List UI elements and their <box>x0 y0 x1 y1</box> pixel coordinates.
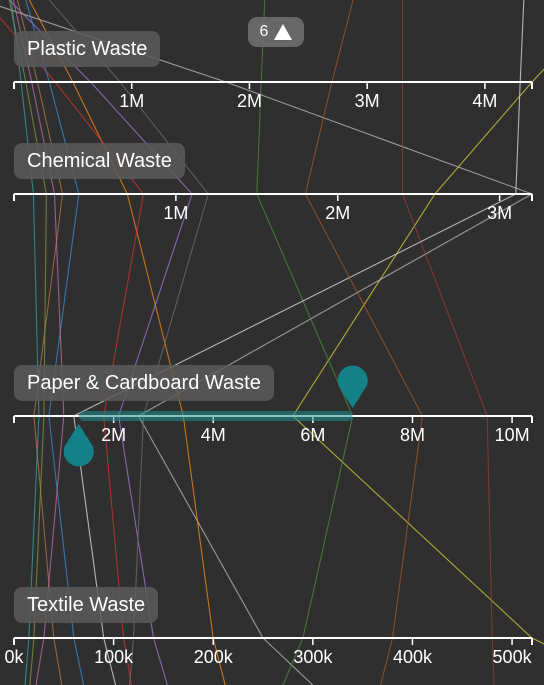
filter-count: 6 <box>259 23 269 40</box>
axis-label-chemical: Chemical Waste <box>14 143 185 179</box>
tick-label-plastic-2: 3M <box>355 91 380 111</box>
tick-label-textile-4: 400k <box>393 647 433 667</box>
axis-textile: 0k 100k 200k 300k 400k 500k <box>4 637 533 667</box>
tick-label-textile-5: 500k <box>493 647 533 667</box>
tick-label-textile-1: 100k <box>94 647 134 667</box>
tick-label-paper-3: 8M <box>400 425 425 445</box>
axes-group: 1M 2M 3M 4M 1M 2M 3M 2M 4M 6M 8M 10M 0k 100k 200k 300k 4… <box>4 81 533 667</box>
series-line-9 <box>16 0 64 685</box>
tick-label-chemical-2: 3M <box>487 203 512 223</box>
series-line-3 <box>8 0 193 685</box>
tick-label-chemical-0: 1M <box>163 203 188 223</box>
tick-label-chemical-1: 2M <box>325 203 350 223</box>
axis-label-textile: Textile Waste <box>14 587 159 623</box>
tick-label-paper-4: 10M <box>495 425 530 445</box>
tick-label-plastic-3: 4M <box>472 91 497 111</box>
brush-handle-max[interactable] <box>337 365 368 408</box>
series-line-10 <box>48 0 209 685</box>
tick-label-paper-2: 6M <box>300 425 325 445</box>
series-line-4 <box>0 17 145 685</box>
series-line-13 <box>10 0 40 685</box>
tick-label-paper-1: 4M <box>201 425 226 445</box>
series-line-1 <box>0 5 534 685</box>
filter-count-badge[interactable]: 6 <box>248 17 304 47</box>
series-line-8 <box>25 0 85 685</box>
triangle-up-icon <box>274 24 293 40</box>
axis-label-paper: Paper & Cardboard Waste <box>14 365 274 401</box>
series-line-12 <box>8 0 47 685</box>
tick-label-textile-3: 300k <box>293 647 333 667</box>
brush-handle-min[interactable] <box>63 424 94 467</box>
series-line-7 <box>73 0 525 685</box>
series-line-0 <box>292 68 544 645</box>
tick-label-paper-0: 2M <box>101 425 126 445</box>
tick-label-textile-0: 0k <box>4 647 24 667</box>
tick-label-plastic-0: 1M <box>119 91 144 111</box>
axis-plastic: 1M 2M 3M 4M <box>13 81 533 111</box>
brush-selection[interactable] <box>78 411 353 421</box>
series-line-5 <box>256 0 354 685</box>
tick-label-plastic-1: 2M <box>237 91 262 111</box>
tick-label-textile-2: 200k <box>194 647 234 667</box>
series-line-14 <box>304 0 423 685</box>
axis-label-plastic: Plastic Waste <box>14 31 161 67</box>
series-line-11 <box>12 0 65 685</box>
series-line-6 <box>401 0 495 685</box>
axis-chemical: 1M 2M 3M <box>13 193 533 223</box>
